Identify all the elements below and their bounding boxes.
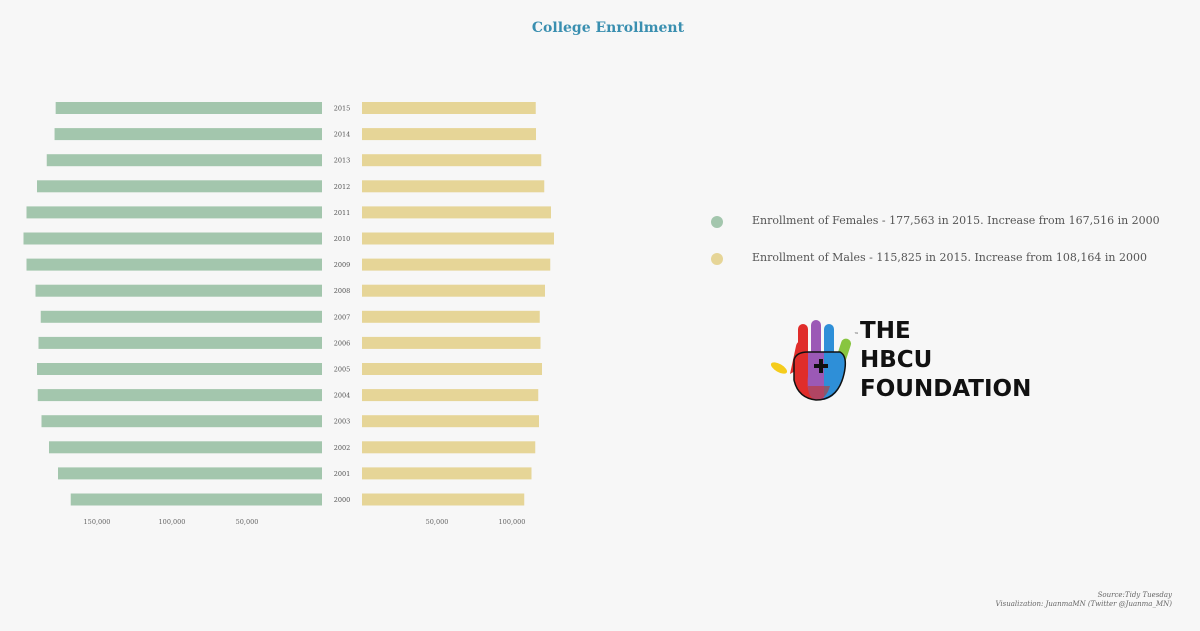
bar-females-2014 xyxy=(54,128,323,141)
bar-males-2014 xyxy=(362,128,536,141)
bar-males-2000 xyxy=(362,493,525,506)
bar-females-2001 xyxy=(58,467,322,480)
year-label-2006: 2006 xyxy=(334,339,351,347)
bar-females-2005 xyxy=(37,363,322,375)
legend-dot-males xyxy=(711,253,723,265)
bar-females-2013 xyxy=(46,154,322,167)
bar-males-2013 xyxy=(362,154,542,167)
logo-line-3: FOUNDATION xyxy=(860,376,1032,402)
bar-females-2003 xyxy=(41,415,322,428)
legend-label-females: Enrollment of Females - 177,563 in 2015.… xyxy=(752,214,1160,227)
bar-males-2007 xyxy=(362,310,540,323)
logo-line-1: THE xyxy=(860,318,911,344)
bar-females-2012 xyxy=(37,180,322,193)
x-tick-right-1: 100,000 xyxy=(499,518,526,526)
bar-males-2012 xyxy=(362,180,545,193)
source-credit: Source:Tidy Tuesday xyxy=(1097,591,1172,599)
chart-title: College Enrollment xyxy=(531,20,685,36)
legend-dot-females xyxy=(711,216,723,228)
bar-males-2008 xyxy=(362,284,545,297)
bar-females-2015 xyxy=(55,102,323,114)
year-label-2012: 2012 xyxy=(334,183,351,191)
bar-females-2007 xyxy=(40,310,322,323)
year-label-2001: 2001 xyxy=(334,470,351,478)
diverging-bar-chart: 2015 2014 2013 2012 2011 2010 2009 2008 2007 2006… xyxy=(23,102,554,526)
bar-females-2011 xyxy=(26,206,322,219)
bar-males-2001 xyxy=(362,467,532,480)
year-label-2015: 2015 xyxy=(334,105,351,113)
bar-females-2009 xyxy=(26,258,322,271)
bar-females-2002 xyxy=(49,441,322,454)
bar-males-2005 xyxy=(362,363,542,375)
year-label-2011: 2011 xyxy=(334,209,351,217)
year-label-2000: 2000 xyxy=(334,496,351,504)
year-label-2004: 2004 xyxy=(334,392,351,400)
logo-line-2: HBCU xyxy=(860,347,933,373)
legend-label-males: Enrollment of Males - 115,825 in 2015. I… xyxy=(752,251,1147,264)
bar-females-2004 xyxy=(37,389,322,402)
bar-males-2006 xyxy=(362,336,541,349)
bar-males-2003 xyxy=(362,415,539,428)
year-label-2010: 2010 xyxy=(334,235,351,243)
bar-males-2004 xyxy=(362,389,539,402)
bar-females-2010 xyxy=(23,232,322,245)
x-tick-right-0: 50,000 xyxy=(426,518,449,526)
bar-males-2010 xyxy=(362,232,554,245)
logo-wordmark: THE HBCU FOUNDATION xyxy=(860,317,1031,404)
year-label-2013: 2013 xyxy=(334,157,351,165)
hbcu-foundation-logo: ™ xyxy=(770,320,859,401)
bar-males-2009 xyxy=(362,258,551,271)
x-tick-left-0: 150,000 xyxy=(84,518,111,526)
bar-males-2002 xyxy=(362,441,536,454)
year-label-2003: 2003 xyxy=(334,418,351,426)
year-label-2005: 2005 xyxy=(334,366,351,374)
bar-males-2011 xyxy=(362,206,551,219)
year-label-2007: 2007 xyxy=(334,313,351,321)
svg-text:™: ™ xyxy=(854,332,859,338)
bar-males-2015 xyxy=(362,102,536,114)
bar-females-2006 xyxy=(38,336,322,349)
x-tick-left-1: 100,000 xyxy=(159,518,186,526)
bar-females-2000 xyxy=(70,493,322,506)
year-label-2009: 2009 xyxy=(334,261,351,269)
year-label-2014: 2014 xyxy=(334,131,351,139)
year-label-2008: 2008 xyxy=(334,287,351,295)
multicolor-handprint-plus-icon xyxy=(770,320,852,401)
visualization-credit: Visualization: JuanmaMN (Twitter @Juanma… xyxy=(995,600,1172,608)
year-label-2002: 2002 xyxy=(334,444,351,452)
x-tick-left-2: 50,000 xyxy=(236,518,259,526)
bar-females-2008 xyxy=(35,284,322,297)
